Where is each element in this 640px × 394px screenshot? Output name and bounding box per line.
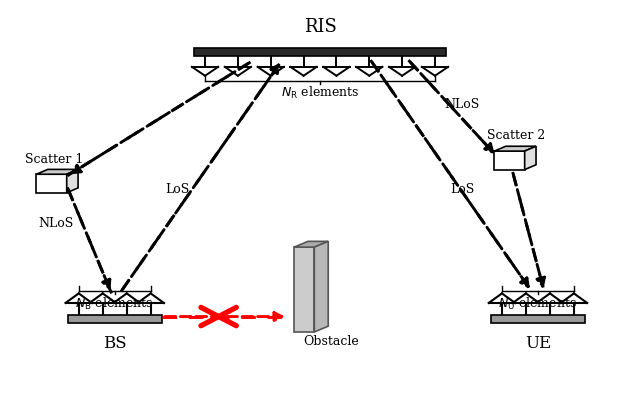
Bar (494, 151, 525, 170)
Bar (68, 315, 161, 323)
Polygon shape (314, 242, 328, 332)
Text: BS: BS (103, 335, 127, 352)
Text: Obstacle: Obstacle (303, 335, 358, 348)
Text: RIS: RIS (303, 18, 337, 36)
Text: $N_\mathrm{B}$ elements: $N_\mathrm{B}$ elements (76, 296, 154, 312)
Text: Scatter 2: Scatter 2 (486, 129, 545, 142)
Text: NLoS: NLoS (445, 98, 480, 111)
Text: LoS: LoS (450, 183, 474, 196)
Polygon shape (67, 169, 78, 193)
Bar (36, 174, 67, 193)
Polygon shape (36, 169, 78, 174)
Bar (294, 247, 314, 332)
Bar (193, 48, 447, 56)
Text: UE: UE (525, 335, 551, 352)
Polygon shape (494, 146, 536, 151)
Bar (491, 315, 585, 323)
Text: LoS: LoS (166, 183, 190, 196)
Text: NLoS: NLoS (38, 217, 74, 230)
Text: $N_\mathrm{R}$ elements: $N_\mathrm{R}$ elements (281, 85, 359, 101)
Text: $N_\mathrm{U}$ elements: $N_\mathrm{U}$ elements (499, 296, 577, 312)
Text: Scatter 1: Scatter 1 (25, 153, 83, 166)
Polygon shape (294, 242, 328, 247)
Polygon shape (525, 146, 536, 170)
